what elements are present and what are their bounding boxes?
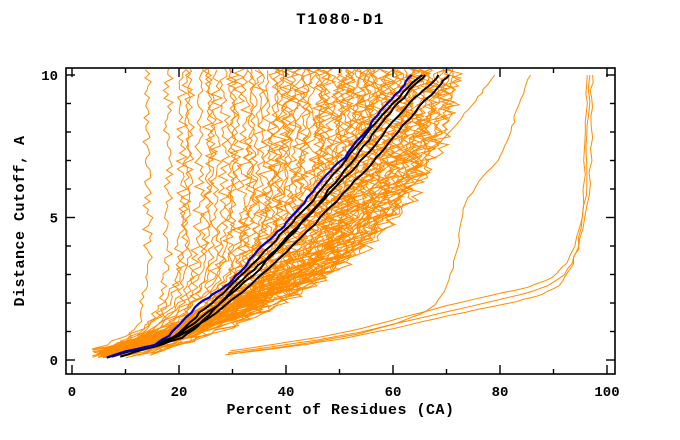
- x-tick-label: 40: [278, 385, 295, 401]
- tick-marks: [66, 68, 615, 374]
- plot-frame: [65, 67, 616, 375]
- orange-curve: [134, 69, 293, 351]
- orange-curve: [128, 69, 332, 353]
- x-tick-label: 100: [594, 385, 619, 401]
- curves-orange-outliers: [163, 74, 594, 356]
- orange-curve: [149, 69, 425, 356]
- orange-curve: [146, 70, 407, 351]
- orange-curve: [100, 69, 219, 356]
- black-4: [120, 74, 426, 358]
- curve-blue-model: [106, 74, 413, 359]
- flat-right-3: [230, 74, 591, 352]
- orange-curve: [120, 69, 463, 357]
- x-axis-label: Percent of Residues (CA): [226, 402, 455, 419]
- straggler-79: [163, 74, 496, 348]
- orange-curve: [99, 69, 174, 355]
- orange-curve: [99, 69, 189, 354]
- orange-curve: [137, 69, 313, 351]
- chart-title: T1080-D1: [296, 11, 385, 29]
- orange-curve: [94, 69, 370, 354]
- x-tick-label: 60: [385, 385, 402, 401]
- orange-curve: [96, 69, 246, 353]
- y-tick-label: 10: [41, 69, 58, 85]
- x-tick-label: 0: [68, 385, 76, 401]
- orange-curve: [92, 69, 154, 358]
- orange-curve: [139, 69, 368, 350]
- flat-right-1: [225, 74, 588, 356]
- branch-up-86: [228, 74, 531, 355]
- orange-curve: [96, 69, 206, 355]
- orange-curve: [151, 69, 430, 355]
- orange-curve: [132, 69, 259, 353]
- y-tick-label: 0: [50, 354, 58, 370]
- orange-curve: [114, 69, 255, 350]
- x-tick-label: 20: [171, 385, 188, 401]
- curves-black-models: [108, 74, 450, 359]
- orange-curve: [104, 69, 383, 355]
- orange-curve: [92, 69, 194, 350]
- orange-curve: [154, 69, 444, 354]
- orange-curve: [125, 69, 281, 351]
- orange-curve: [133, 70, 346, 350]
- orange-curve: [122, 69, 239, 357]
- orange-curve: [102, 69, 442, 355]
- blue-highlight-curve: [106, 74, 413, 359]
- curves-orange-bundle: [92, 69, 464, 359]
- y-tick-labels: 0 5 10: [41, 69, 58, 370]
- y-tick-label: 5: [50, 212, 58, 228]
- orange-curve: [138, 69, 303, 356]
- black-3: [114, 74, 450, 357]
- orange-curve: [110, 69, 196, 356]
- orange-curve: [113, 69, 301, 351]
- orange-curve: [104, 69, 214, 351]
- orange-curve: [102, 69, 334, 359]
- x-tick-labels: 0 20 40 60 80 100: [68, 385, 620, 401]
- x-tick-label: 80: [492, 385, 509, 401]
- flat-right-2: [227, 74, 594, 354]
- orange-curve: [133, 69, 376, 352]
